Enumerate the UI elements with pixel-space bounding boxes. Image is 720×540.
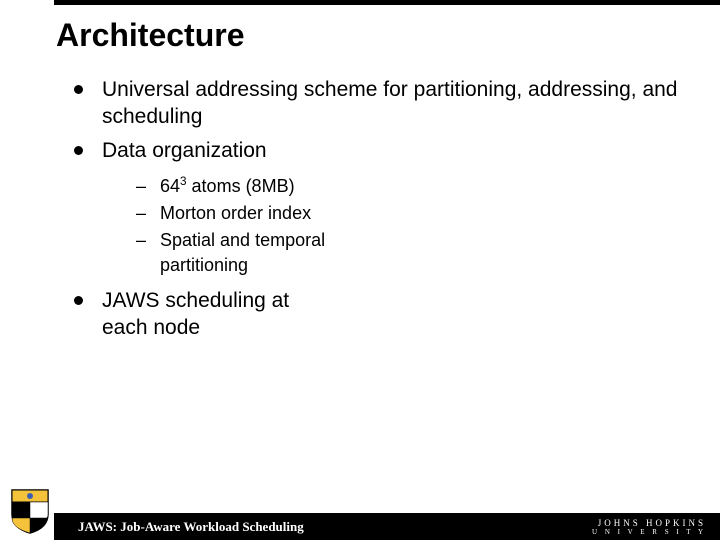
sub-bullet-text: partitioning [160,255,248,275]
sub-bullet-text: 64 [160,176,180,196]
bullet-text: each node [102,316,200,339]
sub-bullet-text: Spatial and temporal [160,230,325,250]
sub-bullet-item: Morton order index [136,201,680,225]
bullet-item: Universal addressing scheme for partitio… [74,76,680,131]
sub-bullet-item: Spatial and temporal partitioning [136,228,680,277]
slide-title: Architecture [56,17,680,54]
slide-body: Architecture Universal addressing scheme… [0,5,720,342]
footer-bar: JAWS: Job-Aware Workload Scheduling JOHN… [54,513,720,540]
jhu-logo-bottom: U N I V E R S I T Y [592,529,706,536]
footer-text: JAWS: Job-Aware Workload Scheduling [78,519,304,535]
sub-bullet-list: 643 atoms (8MB) Morton order index Spati… [102,174,680,277]
bullet-text: JAWS scheduling at [102,289,289,312]
sub-bullet-item: 643 atoms (8MB) [136,174,680,198]
bullet-item: JAWS scheduling at each node [74,287,680,342]
bullet-list: Universal addressing scheme for partitio… [56,76,680,342]
sub-bullet-text: atoms (8MB) [187,176,295,196]
shield-icon [10,488,50,534]
jhu-logo: JOHNS HOPKINS U N I V E R S I T Y [592,519,706,536]
bullet-item: Data organization 643 atoms (8MB) Morton… [74,137,680,277]
slide-footer: JAWS: Job-Aware Workload Scheduling JOHN… [0,513,720,540]
bullet-text: Data organization [102,139,267,162]
jhu-logo-top: JOHNS HOPKINS [598,519,706,528]
